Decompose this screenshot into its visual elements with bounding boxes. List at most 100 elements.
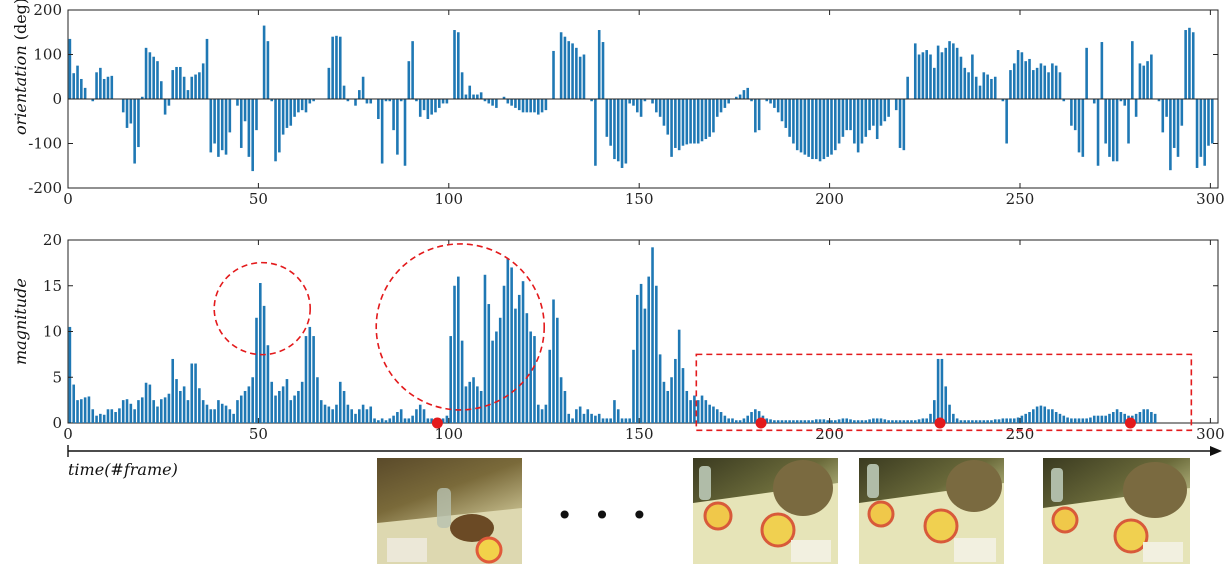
orientation-bar: [978, 85, 982, 99]
magnitude-bar: [773, 420, 776, 423]
orientation-bar: [83, 87, 87, 100]
magnitude-bar: [799, 420, 803, 423]
orientation-bar: [137, 99, 140, 148]
orientation-bar: [921, 52, 925, 99]
magnitude-bar: [457, 276, 460, 423]
orientation-bar: [1138, 63, 1142, 99]
magnitude-bar: [1138, 412, 1142, 423]
orientation-bar: [380, 99, 384, 164]
magnitude-bar: [133, 409, 136, 423]
orientation-bar: [1016, 50, 1020, 99]
orientation-bar: [434, 99, 437, 113]
orientation-bar: [1172, 99, 1176, 148]
magnitude-bar: [666, 390, 670, 423]
magnitude-bar: [689, 400, 692, 424]
orientation-bar: [430, 99, 433, 115]
magnitude-bar: [449, 336, 452, 423]
magnitude-bar: [616, 409, 620, 423]
orientation-bar: [506, 99, 510, 104]
orientation-bar: [986, 74, 989, 99]
magnitude-bar: [403, 418, 407, 423]
orientation-bar: [738, 94, 742, 99]
bottle: [437, 488, 451, 528]
magnitude-x-tick-label: 250: [1006, 425, 1035, 443]
orientation-bar: [133, 99, 136, 164]
magnitude-bar: [906, 420, 909, 423]
magnitude-bar: [597, 413, 601, 423]
orientation-bar: [776, 99, 780, 113]
magnitude-bar: [392, 415, 395, 423]
magnitude-x-tick-label: 200: [815, 425, 844, 443]
orientation-bar: [723, 99, 727, 108]
magnitude-bar: [270, 381, 274, 423]
magnitude-y-tick-label: 20: [43, 231, 62, 249]
orientation-bar: [830, 99, 833, 155]
magnitude-bar: [795, 420, 799, 423]
orientation-bar: [278, 99, 281, 153]
orientation-bar: [834, 99, 837, 151]
magnitude-bar: [746, 415, 750, 423]
person: [1123, 462, 1187, 518]
bottle: [867, 464, 879, 498]
orientation-bar: [1100, 42, 1104, 99]
orientation-bar: [392, 99, 395, 131]
orientation-bar: [974, 76, 978, 99]
orientation-bar: [152, 56, 155, 99]
orientation-bar: [971, 54, 974, 99]
magnitude-bar: [140, 397, 144, 423]
magnitude-bar: [639, 283, 643, 423]
orientation-bar: [757, 99, 761, 131]
magnitude-bar: [487, 304, 491, 423]
highlight-circle: [213, 261, 312, 356]
magnitude-bar: [506, 258, 510, 423]
orientation-bar: [1142, 65, 1146, 100]
magnitude-bar: [472, 377, 475, 423]
magnitude-bar: [845, 418, 849, 423]
magnitude-bar: [929, 413, 932, 423]
magnitude-bar: [346, 404, 350, 423]
orientation-bar: [1032, 70, 1035, 99]
magnitude-bar: [681, 368, 685, 423]
magnitude-bar: [601, 418, 605, 423]
orientation-bar: [251, 99, 254, 172]
orientation-bar: [1001, 99, 1005, 102]
orientation-bar: [1108, 99, 1111, 157]
orientation-bar: [940, 52, 944, 99]
orientation-bar: [308, 99, 312, 104]
orientation-bar: [696, 99, 700, 144]
magnitude-bar: [361, 404, 365, 423]
orientation-bar: [335, 35, 338, 99]
orientation-bar: [167, 99, 171, 106]
orientation-bar: [384, 99, 388, 102]
magnitude-bar: [83, 397, 87, 423]
orientation-bar: [1058, 72, 1062, 99]
orientation-bar: [750, 99, 753, 102]
colored-target-center: [760, 512, 796, 548]
orientation-bar: [990, 78, 993, 99]
magnitude-bar: [380, 418, 384, 423]
magnitude-bar: [1142, 409, 1146, 423]
magnitude-bar: [297, 390, 300, 423]
magnitude-bar: [80, 399, 83, 423]
magnitude-ylabel: magnitude: [11, 278, 30, 365]
orientation-bar: [929, 54, 932, 99]
magnitude-bar: [575, 409, 578, 423]
magnitude-bar: [841, 418, 845, 423]
magnitude-bar: [533, 336, 536, 423]
magnitude-bar: [967, 420, 970, 423]
orientation-bar: [609, 99, 612, 146]
orientation-bar: [906, 76, 909, 99]
frame-thumbnail-1: [377, 458, 522, 564]
magnitude-bar: [776, 420, 780, 423]
paper-sheet: [954, 538, 996, 562]
orientation-bar: [304, 99, 308, 113]
orientation-bar: [685, 99, 689, 145]
magnitude-bar: [384, 420, 388, 423]
colored-target-left: [1051, 506, 1079, 534]
magnitude-bar: [731, 418, 734, 423]
orientation-bar: [559, 32, 563, 99]
magnitude-bar: [1032, 409, 1035, 423]
magnitude-bar: [1119, 412, 1123, 423]
orientation-panel: 0 50 100 150 200 250 300 -200 -100 0 100 200 orient…: [11, 0, 1225, 208]
